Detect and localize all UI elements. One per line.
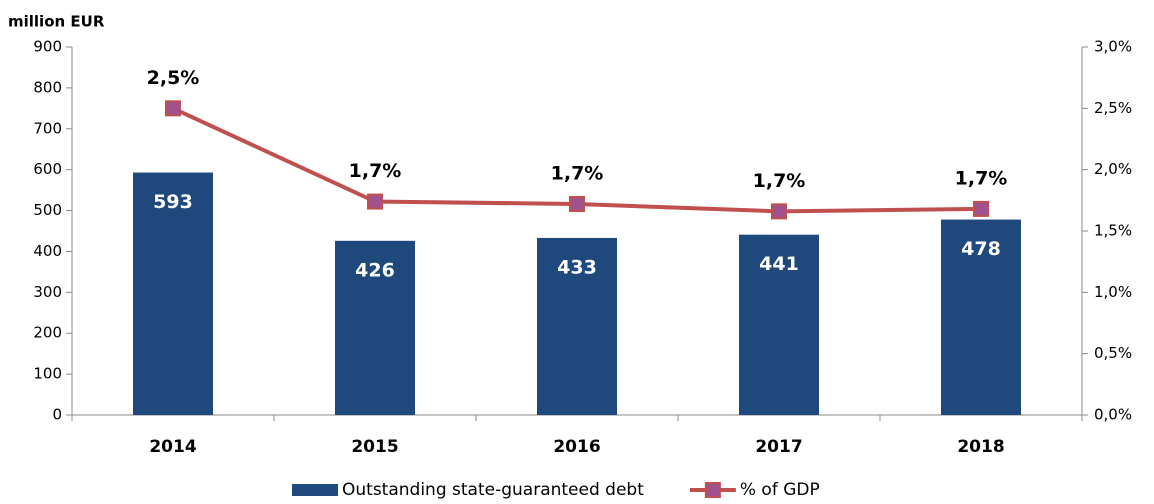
y2-tick-label: 2,0% [1094, 160, 1132, 178]
bar [739, 234, 819, 415]
y-tick-label: 0 [52, 406, 62, 424]
y2-tick-label: 0,5% [1094, 344, 1132, 362]
y2-tick-label: 2,5% [1094, 99, 1132, 117]
y-tick-label: 700 [33, 119, 62, 137]
y-tick-label: 600 [33, 160, 62, 178]
line-value-label: 1,7% [349, 160, 402, 182]
line-marker [771, 203, 787, 220]
y2-tick-label: 0,0% [1094, 406, 1132, 424]
line-marker [367, 193, 383, 210]
line-marker [569, 196, 585, 213]
bar-value-label: 426 [355, 259, 395, 281]
line-value-label: 1,7% [551, 163, 604, 185]
line-value-label: 1,7% [753, 170, 806, 192]
y-tick-label: 500 [33, 201, 62, 219]
x-tick-label: 2016 [553, 437, 600, 457]
bar [941, 219, 1021, 415]
legend-marker [704, 482, 721, 498]
bar [537, 237, 617, 415]
line-marker [973, 200, 989, 217]
y-tick-label: 800 [33, 78, 62, 96]
legend-label: % of GDP [740, 480, 820, 500]
line-marker [165, 100, 181, 117]
line [172, 106, 982, 214]
bar-value-label: 433 [557, 256, 597, 278]
y2-tick-label: 1,0% [1094, 283, 1132, 301]
line-value-label: 2,5% [147, 67, 200, 89]
bar [133, 172, 213, 415]
y2-tick-label: 3,0% [1094, 38, 1132, 56]
y-tick-label: 300 [33, 283, 62, 301]
x-tick-label: 2018 [957, 437, 1004, 457]
y-axis-title: million EUR [8, 13, 105, 31]
legend-swatch [292, 484, 338, 496]
y-tick-label: 200 [33, 324, 62, 342]
bar-value-label: 441 [759, 253, 799, 275]
legend-label: Outstanding state-guaranteed debt [342, 480, 644, 500]
y2-tick-label: 1,5% [1094, 222, 1132, 240]
bar [335, 240, 415, 415]
x-tick-label: 2014 [149, 437, 196, 457]
x-tick-label: 2015 [351, 437, 398, 457]
y-tick-label: 900 [33, 38, 62, 56]
x-tick-label: 2017 [755, 437, 802, 457]
y-tick-label: 400 [33, 242, 62, 260]
bar-value-label: 478 [961, 238, 1001, 260]
y-tick-label: 100 [33, 365, 62, 383]
bar-value-label: 593 [153, 191, 193, 213]
line-value-label: 1,7% [955, 167, 1008, 189]
